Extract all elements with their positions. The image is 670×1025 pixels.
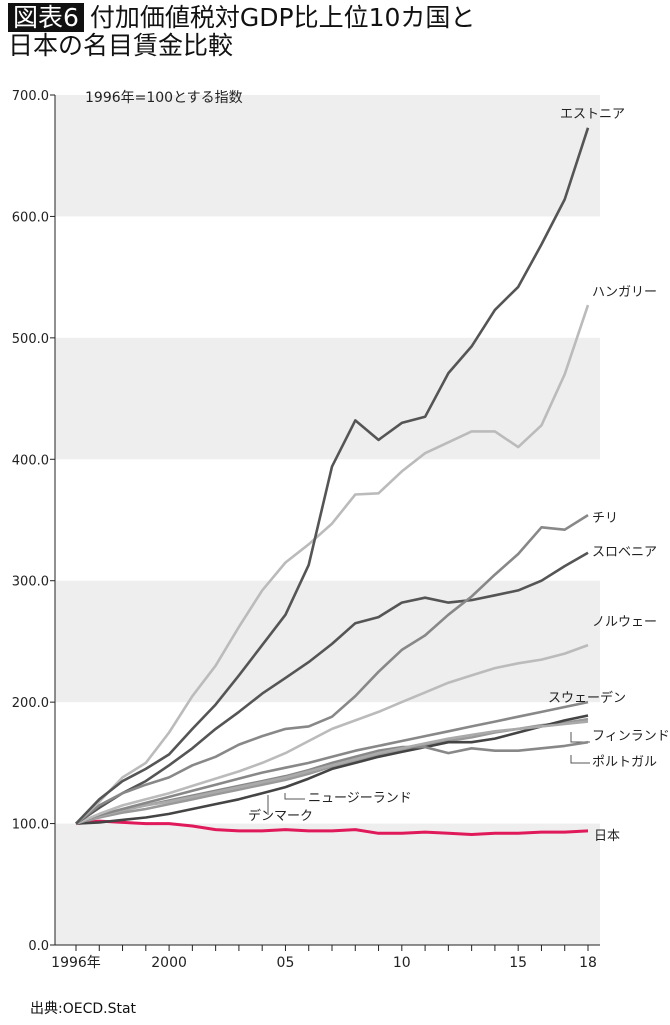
figure-badge: 図表6 [8,3,84,32]
y-tick-label: 200.0 [12,696,49,711]
series-label: スロベニア [592,545,657,560]
x-tick-label: 1996年 [51,955,101,971]
series-line [75,551,589,825]
y-tick-label: 400.0 [12,453,49,468]
index-note: 1996年=100とする指数 [85,90,243,106]
leader-line [570,755,590,764]
series-line [75,819,589,836]
series-line [75,720,589,825]
title-line-2: 日本の名目賃金比較 [8,31,234,60]
y-tick-label: 500.0 [12,332,49,347]
series-line [75,700,589,825]
series-label: ポルトガル [592,755,657,770]
title-line-1: 付加価値税対GDP比上位10カ国と [89,3,476,32]
y-tick-label: 600.0 [12,210,49,225]
series-label: ノルウェー [592,615,657,630]
x-tick-label: 05 [277,955,295,971]
series-label: 日本 [594,829,620,844]
series-line [75,643,589,825]
grid-band [55,95,600,217]
series-label: エストニア [560,107,625,122]
y-tick-label: 700.0 [12,89,49,104]
series-label: チリ [592,511,618,526]
series-label: デンマーク [248,808,313,824]
grid-band [55,823,600,945]
x-tick-label: 10 [393,955,411,971]
series-line [75,513,589,825]
y-tick-label: 100.0 [12,818,49,833]
y-tick-label: 300.0 [12,575,49,590]
x-tick-label: 15 [509,955,527,971]
series-line [75,714,589,825]
line-chart: 0.0 100.0 200.0 300.0 400.0 500.0 600.0 700.0 19… [12,89,670,971]
grid-band [55,337,600,460]
series-label: ハンガリー [592,285,657,300]
series-label: ニュージーランド [308,791,412,806]
leader-line [284,793,305,800]
series-label: スウェーデン [548,690,626,706]
x-tick-label: 18 [579,955,597,971]
grid-band [55,580,600,703]
series-line [75,304,590,825]
leader-line [570,732,590,743]
chart-title: 図表6 付加価値税対GDP比上位10カ国と 日本の名目賃金比較 [8,3,476,60]
y-tick-label: 0.0 [28,939,49,954]
x-tick-label: 2000 [151,955,187,971]
series-line [75,127,590,825]
series-label: フィンランド [592,729,670,744]
source-note: 出典:OECD.Stat [30,1001,137,1017]
